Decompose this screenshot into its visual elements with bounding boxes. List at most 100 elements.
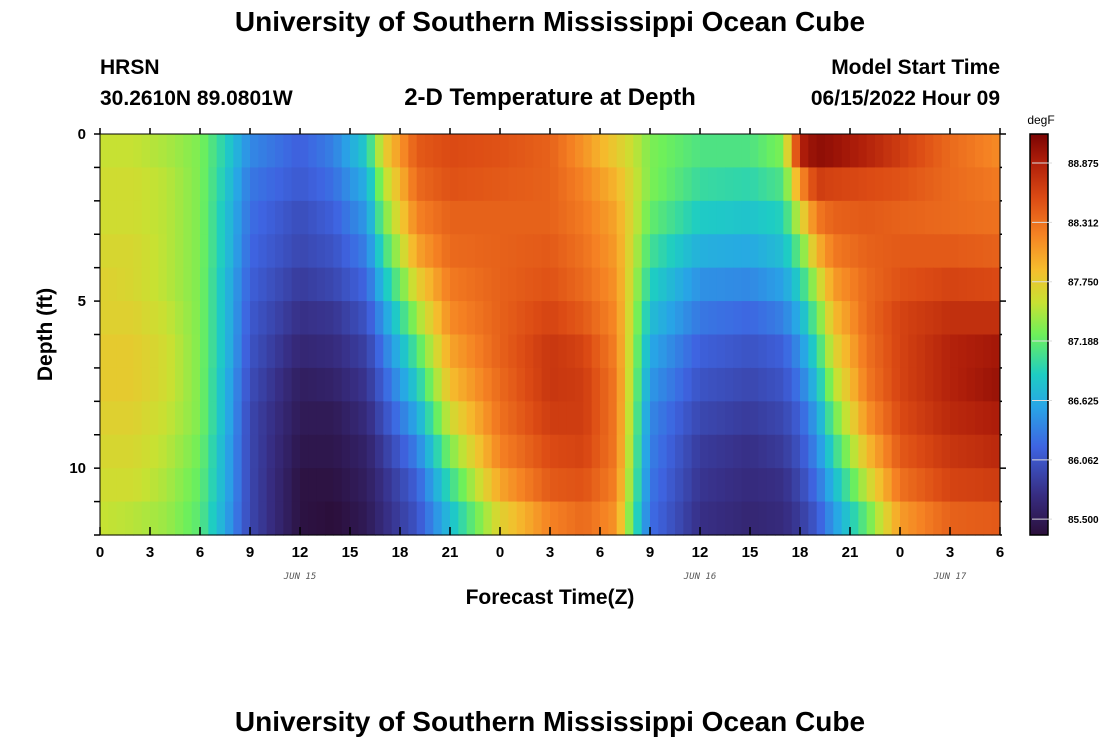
heatmap-cell bbox=[300, 167, 309, 202]
heatmap-cell bbox=[916, 501, 926, 536]
heatmap-cell bbox=[975, 200, 984, 235]
heatmap-cell bbox=[258, 501, 268, 536]
heatmap-cell bbox=[716, 234, 726, 269]
heatmap-cell bbox=[808, 334, 818, 369]
heatmap-cell bbox=[691, 501, 701, 536]
heatmap-cell bbox=[441, 501, 451, 536]
heatmap-cell bbox=[591, 134, 601, 169]
heatmap-cell bbox=[100, 200, 109, 235]
heatmap-cell bbox=[591, 401, 601, 436]
heatmap-cell bbox=[133, 200, 143, 235]
heatmap-cell bbox=[591, 501, 601, 536]
heatmap-cell bbox=[650, 501, 659, 536]
heatmap-cell bbox=[883, 167, 893, 202]
heatmap-cell bbox=[533, 234, 543, 269]
heatmap-cell bbox=[741, 501, 751, 536]
heatmap-cell bbox=[375, 301, 384, 336]
heatmap-cell bbox=[958, 434, 968, 469]
heatmap-cell bbox=[175, 367, 184, 402]
heatmap-cell bbox=[391, 134, 401, 169]
y-axis: 0 5 10 bbox=[69, 126, 1006, 536]
heatmap-cell bbox=[450, 200, 459, 235]
heatmap-cell bbox=[833, 301, 843, 336]
heatmap-cell bbox=[308, 200, 318, 235]
heatmap-cell bbox=[350, 200, 359, 235]
heatmap-cell bbox=[908, 267, 918, 302]
heatmap-cell bbox=[241, 468, 251, 503]
heatmap-cell bbox=[141, 134, 151, 169]
heatmap-cell bbox=[541, 167, 551, 202]
heatmap-cell bbox=[241, 200, 251, 235]
heatmap-cell bbox=[191, 434, 201, 469]
heatmap-cell bbox=[541, 401, 551, 436]
heatmap-cell bbox=[991, 134, 1001, 169]
heatmap-cell bbox=[233, 501, 243, 536]
heatmap-cell bbox=[675, 367, 684, 402]
heatmap-cell bbox=[283, 367, 293, 402]
heatmap-cell bbox=[116, 468, 126, 503]
heatmap-cell bbox=[383, 200, 393, 235]
heatmap-cell bbox=[658, 301, 668, 336]
heatmap-cell bbox=[808, 267, 818, 302]
heatmap-cell bbox=[758, 468, 768, 503]
heatmap-cell bbox=[175, 167, 184, 202]
heatmap-cell bbox=[216, 167, 226, 202]
heatmap-cell bbox=[225, 234, 234, 269]
heatmap-cell bbox=[316, 167, 326, 202]
heatmap-cell bbox=[675, 334, 684, 369]
heatmap-cell bbox=[791, 301, 801, 336]
heatmap-cell bbox=[908, 401, 918, 436]
heatmap-cell bbox=[375, 501, 384, 536]
heatmap-cell bbox=[950, 367, 959, 402]
heatmap-cell bbox=[391, 267, 401, 302]
heatmap-cell bbox=[416, 468, 426, 503]
heatmap-cell bbox=[750, 234, 759, 269]
heatmap-cell bbox=[316, 267, 326, 302]
heatmap-cell bbox=[925, 134, 934, 169]
heatmap-cell bbox=[641, 501, 651, 536]
heatmap-cell bbox=[308, 134, 318, 169]
heatmap-cell bbox=[633, 468, 643, 503]
heatmap-cell bbox=[225, 267, 234, 302]
heatmap-cell bbox=[650, 468, 659, 503]
heatmap-cell bbox=[625, 501, 634, 536]
heatmap-cell bbox=[608, 434, 618, 469]
heatmap-cell bbox=[100, 434, 109, 469]
heatmap-cell bbox=[583, 367, 593, 402]
heatmap-cell bbox=[291, 367, 301, 402]
heatmap-cell bbox=[725, 234, 734, 269]
heatmap-cell bbox=[191, 334, 201, 369]
chart-subtitle: 2-D Temperature at Depth bbox=[404, 84, 696, 111]
heatmap-cell bbox=[875, 301, 884, 336]
heatmap-cell bbox=[875, 167, 884, 202]
heatmap-cell bbox=[491, 167, 501, 202]
heatmap-cell bbox=[233, 468, 243, 503]
heatmap-cell bbox=[466, 468, 476, 503]
heatmap-cell bbox=[850, 401, 859, 436]
heatmap-cell bbox=[933, 200, 943, 235]
heatmap-cell bbox=[216, 468, 226, 503]
heatmap-cell bbox=[116, 501, 126, 536]
colorbar-unit: degF bbox=[1027, 113, 1054, 127]
heatmap-cell bbox=[591, 234, 601, 269]
heatmap-cell bbox=[816, 234, 826, 269]
heatmap-cell bbox=[125, 367, 134, 402]
heatmap-cell bbox=[891, 501, 901, 536]
heatmap-cell bbox=[725, 167, 734, 202]
heatmap-cell bbox=[125, 200, 134, 235]
heatmap-cell bbox=[533, 200, 543, 235]
heatmap-cell bbox=[450, 167, 459, 202]
heatmap-cell bbox=[658, 167, 668, 202]
heatmap-cell bbox=[850, 468, 859, 503]
heatmap-cell bbox=[366, 367, 376, 402]
heatmap-cell bbox=[708, 234, 718, 269]
heatmap-cell bbox=[491, 234, 501, 269]
heatmap-cell bbox=[375, 134, 384, 169]
heatmap-cell bbox=[575, 434, 584, 469]
heatmap-cell bbox=[575, 468, 584, 503]
heatmap-cell bbox=[425, 367, 434, 402]
heatmap-cell bbox=[800, 301, 809, 336]
heatmap-cell bbox=[425, 167, 434, 202]
heatmap-cell bbox=[558, 367, 568, 402]
heatmap-cell bbox=[775, 267, 784, 302]
